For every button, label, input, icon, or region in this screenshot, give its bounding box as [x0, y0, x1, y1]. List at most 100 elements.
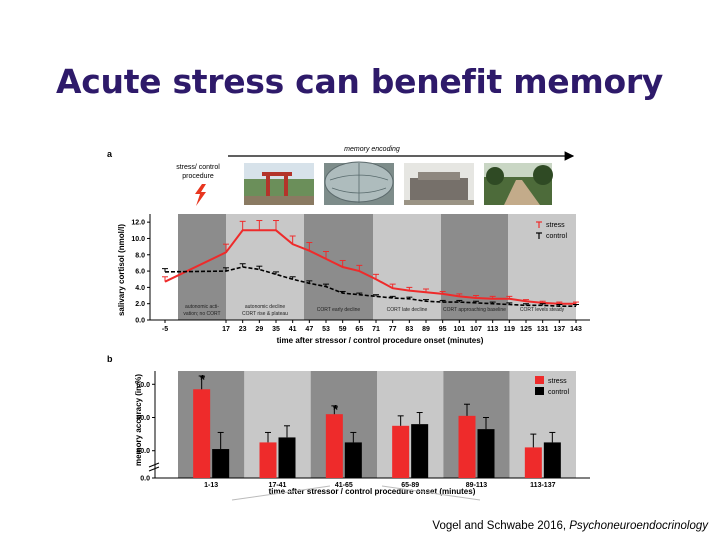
cortisol-chart: autonomic acti-vation; no CORT autonomic …: [117, 214, 590, 345]
x-tick-label-b: 41-65: [335, 482, 353, 489]
x-tick-label-a: 41: [289, 326, 297, 333]
x-tick-label-a: 125: [520, 326, 532, 333]
phase-bands: [178, 214, 576, 320]
x-tick-label-a: 143: [570, 326, 582, 333]
interval-band: [244, 371, 311, 478]
y-tick-label-b: 60.0: [136, 382, 150, 389]
x-axis-label-b: time after stressor / control procedure …: [269, 487, 476, 496]
x-tick-label-a: 17: [222, 326, 230, 333]
x-tick-label-a: 131: [537, 326, 549, 333]
x-tick-label-a: 47: [305, 326, 313, 333]
x-tick-label-a: 113: [487, 326, 498, 333]
legend-label-stress: stress: [546, 222, 565, 229]
legend-swatch-control: [535, 387, 544, 395]
y-tick-label-a: 10.0: [131, 236, 145, 243]
x-tick-label-a: 29: [255, 326, 263, 333]
x-axis-label-a: time after stressor / control procedure …: [277, 336, 484, 345]
y-tick-label-b: 0.0: [140, 476, 150, 483]
bar-stress: [259, 442, 277, 478]
phase-band: [304, 214, 373, 320]
x-tick-label-a: -5: [162, 326, 168, 333]
legend-a: stress control: [536, 221, 567, 240]
temple-gate-photo: [244, 163, 314, 205]
bar-control: [411, 424, 429, 478]
y-tick-label-b: 50.0: [136, 415, 150, 422]
phase-label: autonomic acti-: [185, 304, 219, 310]
park-path-photo: [484, 163, 553, 205]
x-tick-label-a: 35: [272, 326, 280, 333]
citation-authors: Vogel and Schwabe 2016,: [432, 520, 570, 532]
interval-band: [178, 371, 245, 478]
legend-label-control: control: [548, 389, 569, 396]
bar-stress: [392, 425, 410, 478]
panel-a-label: a: [107, 149, 113, 159]
y-tick-label-b: 40.0: [136, 448, 150, 455]
bar-control: [212, 449, 230, 478]
y-tick-label-a: 8.0: [135, 252, 145, 259]
phase-label: vation; no CORT: [183, 311, 220, 317]
bar-control: [344, 442, 362, 478]
panel-b-label: b: [107, 354, 113, 364]
x-tick-label-b: 65-89: [401, 482, 419, 489]
phase-label: CORT early decline: [317, 307, 361, 313]
bar-stress: [325, 414, 343, 478]
x-tick-label-a: 77: [389, 326, 397, 333]
y-axis-label-b: memory accuracy (in %): [134, 374, 143, 466]
interval-bands: [178, 371, 576, 478]
phase-band: [226, 214, 304, 320]
bar-control: [543, 442, 561, 478]
x-tick-label-b: 89-113: [466, 482, 488, 489]
x-tick-label-b: 1-13: [204, 482, 218, 489]
memory-encoding-label: memory encoding: [344, 146, 400, 153]
bar-control: [477, 429, 495, 478]
y-tick-label-a: 2.0: [135, 301, 145, 308]
x-tick-label-a: 119: [504, 326, 515, 333]
x-tick-label-a: 23: [239, 326, 247, 333]
significance-mark-2: *: [333, 402, 339, 417]
legend-swatch-stress: [535, 376, 544, 384]
interval-band: [377, 371, 444, 478]
slide-title: Acute stress can benefit memory: [56, 62, 664, 101]
decorative-lines: [231, 485, 481, 501]
axis-break-mark: [148, 462, 160, 472]
bar-stress: [524, 447, 542, 478]
significance-mark-1: *: [200, 372, 206, 387]
phase-band: [373, 214, 441, 320]
procedure-label-line2: procedure: [182, 173, 214, 180]
phase-label: CORT approaching baseline: [443, 307, 506, 313]
phase-labels: autonomic acti-vation; no CORT autonomic …: [183, 304, 564, 317]
citation-journal: Psychoneuroendocrinology: [569, 520, 708, 532]
x-tick-label-b: 17-41: [269, 482, 287, 489]
x-tick-label-a: 137: [553, 326, 565, 333]
phase-band: [178, 214, 226, 320]
y-tick-label-a: 6.0: [135, 269, 145, 276]
citation: Vogel and Schwabe 2016, Psychoneuroendoc…: [432, 520, 708, 532]
phase-label: CORT rise & plateau: [242, 311, 288, 317]
phase-label: CORT late decline: [387, 307, 428, 313]
x-tick-label-a: 89: [422, 326, 430, 333]
x-tick-label-a: 83: [405, 326, 413, 333]
phase-label: CORT levels steady: [520, 307, 565, 313]
x-tick-label-a: 95: [439, 326, 447, 333]
y-tick-label-a: 12.0: [131, 220, 145, 227]
x-tick-label-b: 113-137: [530, 482, 555, 489]
bar-stress: [458, 415, 476, 478]
phase-label: autonomic decline: [245, 304, 286, 310]
bar-stress: [193, 389, 211, 478]
y-tick-label-a: 4.0: [135, 285, 145, 292]
x-tick-label-a: 71: [372, 326, 380, 333]
x-tick-label-a: 107: [470, 326, 482, 333]
x-tick-label-a: 101: [453, 326, 465, 333]
stone-wall-photo: [404, 163, 474, 205]
x-tick-label-a: 59: [339, 326, 347, 333]
legend-label-stress: stress: [548, 378, 567, 385]
legend-label-control: control: [546, 233, 567, 240]
bar-control: [278, 437, 296, 478]
x-tick-label-a: 65: [355, 326, 363, 333]
lightning-bolt-icon: [195, 184, 206, 206]
series-line-control: [164, 266, 576, 307]
y-axis-label-a: salivary cortisol (nmol/l): [117, 224, 126, 316]
globe-sculpture-photo: [324, 161, 394, 205]
interval-band: [310, 371, 377, 478]
